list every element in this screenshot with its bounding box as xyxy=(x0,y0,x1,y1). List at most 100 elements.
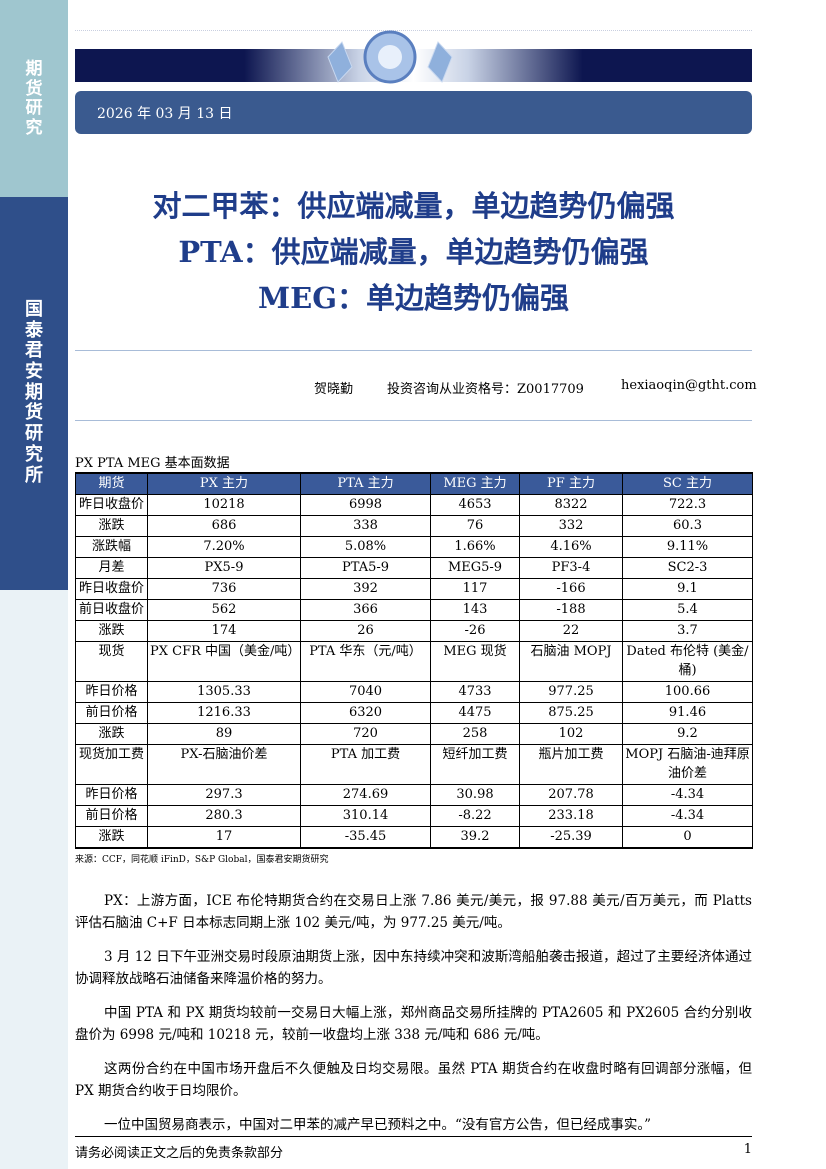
table-cell: PX5-9 xyxy=(147,557,301,579)
table-cell: MOPJ 石脑油-迪拜原油价差 xyxy=(622,744,753,785)
table-row: 涨跌 17 -35.45 39.2 -25.39 0 xyxy=(75,826,753,849)
table-cell: 207.78 xyxy=(519,784,623,806)
table-cell: 瓶片加工费 xyxy=(519,744,623,785)
table-cell: 9.1 xyxy=(622,578,753,600)
table-cell: 332 xyxy=(519,515,623,537)
title-px: 对二甲苯：供应端减量，单边趋势仍偏强 xyxy=(152,189,675,223)
char: 期 xyxy=(25,381,43,403)
date-bar: 2026 年 03 月 13 日 xyxy=(75,91,752,134)
table-cell: -188 xyxy=(519,599,623,621)
table-cell: -26 xyxy=(430,620,520,642)
table-cell: 1.66% xyxy=(430,536,520,558)
table-cell: 4733 xyxy=(430,681,520,703)
table-cell: 4653 xyxy=(430,494,520,516)
table-row: 昨日收盘价 736 392 117 -166 9.1 xyxy=(75,578,753,600)
table-cell: 392 xyxy=(300,578,431,600)
table-cell: 石脑油 MOPJ xyxy=(519,641,623,682)
table-cell: 102 xyxy=(519,723,623,745)
row-label: 昨日价格 xyxy=(75,681,148,703)
fundamentals-table: 期货 PX 主力 PTA 主力 MEG 主力 PF 主力 SC 主力 昨日收盘价 10218… xyxy=(75,472,753,849)
table-row: 前日价格 280.3 310.14 -8.22 233.18 -4.34 xyxy=(75,805,753,827)
table-cell: MEG5-9 xyxy=(430,557,520,579)
paragraph: 3 月 12 日下午亚洲交易时段原油期货上涨，因中东持续冲突和波斯湾船舶袭击报道… xyxy=(75,949,752,987)
char: 货 xyxy=(25,402,43,424)
table-cell: 977.25 xyxy=(519,681,623,703)
table-cell: 736 xyxy=(147,578,301,600)
table-source: 来源：CCF，同花顺 iFinD，S&P Global，国泰君安期货研究 xyxy=(75,855,329,865)
row-label: 现货 xyxy=(75,641,148,682)
table-cell: 174 xyxy=(147,620,301,642)
sidebar-bottom xyxy=(0,590,68,1169)
table-cell: 60.3 xyxy=(622,515,753,537)
title-pta: PTA：供应端减量，单边趋势仍偏强 xyxy=(178,235,649,269)
divider xyxy=(75,420,752,421)
table-cell: 5.08% xyxy=(300,536,431,558)
char: 安 xyxy=(25,361,43,383)
table-cell: PX-石脑油价差 xyxy=(147,744,301,785)
table-cell: PX CFR 中国（美金/吨） xyxy=(147,641,301,682)
char: 货 xyxy=(25,78,43,99)
table-header-cell: PTA 主力 xyxy=(300,472,431,495)
table-cell: 91.46 xyxy=(622,702,753,724)
table-cell: 5.4 xyxy=(622,599,753,621)
table-cell: 22 xyxy=(519,620,623,642)
row-label: 月差 xyxy=(75,557,148,579)
table-row: 涨跌 174 26 -26 22 3.7 xyxy=(75,620,753,642)
table-cell: 10218 xyxy=(147,494,301,516)
table-caption: PX PTA MEG 基本面数据 xyxy=(75,456,230,471)
table-header-cell: 期货 xyxy=(75,472,148,495)
table-cell: -35.45 xyxy=(300,826,431,849)
char: 究 xyxy=(25,117,43,138)
table-cell: 7040 xyxy=(300,681,431,703)
table-cell: -25.39 xyxy=(519,826,623,849)
table-header-cell: MEG 主力 xyxy=(430,472,520,495)
paragraph: 一位中国贸易商表示，中国对二甲苯的减产早已预料之中。“没有官方公告，但已经成事实… xyxy=(104,1117,652,1133)
table-row: 前日价格 1216.33 6320 4475 875.25 91.46 xyxy=(75,702,753,724)
row-label: 涨跌 xyxy=(75,723,148,745)
table-cell: 9.2 xyxy=(622,723,753,745)
table-row: 昨日价格 1305.33 7040 4733 977.25 100.66 xyxy=(75,681,753,703)
table-row: 昨日价格 297.3 274.69 30.98 207.78 -4.34 xyxy=(75,784,753,806)
char: 国 xyxy=(25,299,43,320)
table-cell: 1305.33 xyxy=(147,681,301,703)
char: 君 xyxy=(25,340,43,362)
table-cell: 100.66 xyxy=(622,681,753,703)
footer-disclaimer: 请务必阅读正文之后的免责条款部分 xyxy=(75,1146,284,1161)
page-number: 1 xyxy=(743,1142,752,1157)
row-label: 现货加工费 xyxy=(75,744,148,785)
table-cell: -8.22 xyxy=(430,805,520,827)
table-cell: -4.34 xyxy=(622,805,753,827)
paragraph: PX：上游方面，ICE 布伦特期货合约在交易日上涨 7.86 美元/美元，报 9… xyxy=(75,893,752,931)
table-cell: PTA 加工费 xyxy=(300,744,431,785)
table-cell: 9.11% xyxy=(622,536,753,558)
row-label: 涨跌幅 xyxy=(75,536,148,558)
row-label: 昨日价格 xyxy=(75,784,148,806)
char: 所 xyxy=(25,464,43,486)
table-cell: 686 xyxy=(147,515,301,537)
table-cell: 274.69 xyxy=(300,784,431,806)
row-label: 前日价格 xyxy=(75,702,148,724)
row-label: 前日价格 xyxy=(75,805,148,827)
divider xyxy=(75,350,752,351)
sidebar-top-label: 期货研究 xyxy=(0,59,68,138)
report-date: 2026 年 03 月 13 日 xyxy=(97,106,233,122)
report-body: PX：上游方面，ICE 布伦特期货合约在交易日上涨 7.86 美元/美元，报 9… xyxy=(75,890,752,1148)
table-row: 涨跌 686 338 76 332 60.3 xyxy=(75,515,753,537)
table-cell: 1216.33 xyxy=(147,702,301,724)
table-header-row: 期货 PX 主力 PTA 主力 MEG 主力 PF 主力 SC 主力 xyxy=(75,472,753,495)
paragraph: 中国 PTA 和 PX 期货均较前一交易日大幅上涨，郑州商品交易所挂牌的 PTA… xyxy=(75,1005,752,1043)
table-cell: 6998 xyxy=(300,494,431,516)
table-cell: 0 xyxy=(622,826,753,849)
table-cell: -4.34 xyxy=(622,784,753,806)
row-label: 前日收盘价 xyxy=(75,599,148,621)
table-cell: 89 xyxy=(147,723,301,745)
table-cell: 4475 xyxy=(430,702,520,724)
table-cell: 26 xyxy=(300,620,431,642)
table-cell: 722.3 xyxy=(622,494,753,516)
row-label: 昨日收盘价 xyxy=(75,578,148,600)
sidebar-org: 国泰君安期货研究所 xyxy=(0,197,68,590)
report-titles: 对二甲苯：供应端减量，单边趋势仍偏强 PTA：供应端减量，单边趋势仍偏强 MEG… xyxy=(75,185,752,323)
author-email[interactable]: hexiaoqin@gtht.com xyxy=(621,378,757,393)
table-cell: 562 xyxy=(147,599,301,621)
table-row: 现货加工费 PX-石脑油价差 PTA 加工费 短纤加工费 瓶片加工费 MOPJ 石脑油-迪… xyxy=(75,744,753,785)
